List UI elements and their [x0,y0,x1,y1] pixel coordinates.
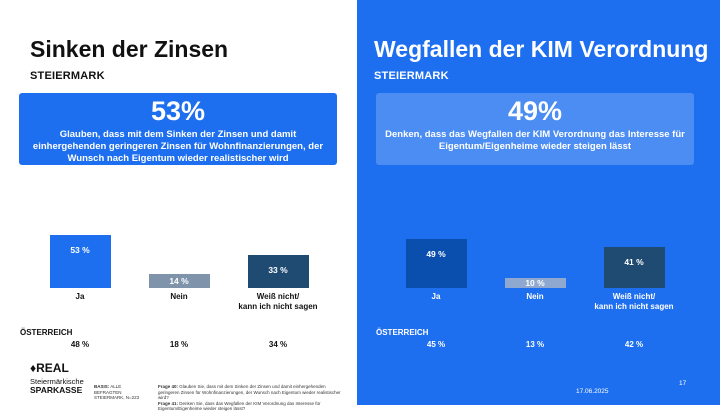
left-callout-box: 53% Glauben, dass mit dem Sinken der Zin… [19,93,337,165]
frage1-label: Frage 40: [158,384,179,389]
oesterreich-value: 13 % [525,340,545,349]
frage2-text: Denken Sie, dass das Wegfallen der KIM V… [158,400,321,412]
logo-line1: Steiermärkische [30,377,84,386]
date-text: 17.06.2025 [576,388,609,395]
frage2: Frage 41: Denken Sie, dass das Wegfallen… [158,401,348,412]
right-callout-value: 49% [507,96,563,126]
left-title: Sinken der Zinsen [30,36,229,62]
bar-value-label: 53 % [70,245,90,255]
basis-label: BASIS: [94,384,110,389]
category-label: Weiß nicht/ kann ich nicht sagen [594,292,674,311]
bar-3 [603,247,665,288]
frage1: Frage 40: Glauben Sie, dass mit dem Sink… [158,384,348,401]
oesterreich-value: 42 % [624,340,644,349]
left-region-label: STEIERMARK [30,70,105,82]
sparkasse-logo: ♦REAL [30,361,69,375]
left-callout-value: 53% [150,96,206,126]
left-callout-text: Glauben, dass mit dem Sinken der Zinsen … [32,129,324,164]
bar-value-label: 49 % [426,249,446,259]
logo-line2: SPARKASSE [30,385,83,395]
oesterreich-value: 18 % [169,340,189,349]
right-oesterreich-label: ÖSTERREICH [376,328,429,337]
right-callout-box: 49% Denken, dass das Wegfallen der KIM V… [376,93,694,165]
frage1-text: Glauben Sie, dass mit dem Sinken der Zin… [158,384,341,400]
right-panel [357,0,720,405]
category-label: Weiß nicht/ kann ich nicht sagen [238,292,318,311]
category-label: Nein [526,292,544,301]
left-oesterreich-label: ÖSTERREICH [20,328,73,337]
sparkasse-name: Steiermärkische SPARKASSE [30,378,84,395]
oesterreich-value: 45 % [426,340,446,349]
right-callout-text: Denken, dass das Wegfallen der KIM Veror… [385,129,685,152]
right-region-label: STEIERMARK [374,70,449,82]
basis-note: BASIS: ALLE BEFRAGTEN STEIERMARK, N=223 [94,384,144,401]
basis-text: ALLE BEFRAGTEN STEIERMARK, N=223 [94,384,140,400]
bar-3 [247,255,309,288]
right-title: Wegfallen der KIM Verordnung [374,36,709,62]
bar-value-label: 41 % [624,257,644,267]
oesterreich-value: 48 % [70,340,90,349]
bar-1 [49,235,111,288]
oesterreich-value: 34 % [268,340,288,349]
left-panel [0,0,357,405]
page-number: 17 [679,380,687,387]
bar-value-label: 10 % [525,278,545,288]
category-label: Ja [431,292,441,301]
bar-2 [504,278,566,288]
category-label: Nein [170,292,188,301]
category-label: Ja [75,292,85,301]
question-notes: Frage 40: Glauben Sie, dass mit dem Sink… [158,384,348,412]
bar-1 [405,239,467,288]
frage2-label: Frage 41: [158,400,179,406]
bar-value-label: 33 % [268,265,288,275]
bar-2 [148,274,210,288]
bar-value-label: 14 % [169,276,189,286]
